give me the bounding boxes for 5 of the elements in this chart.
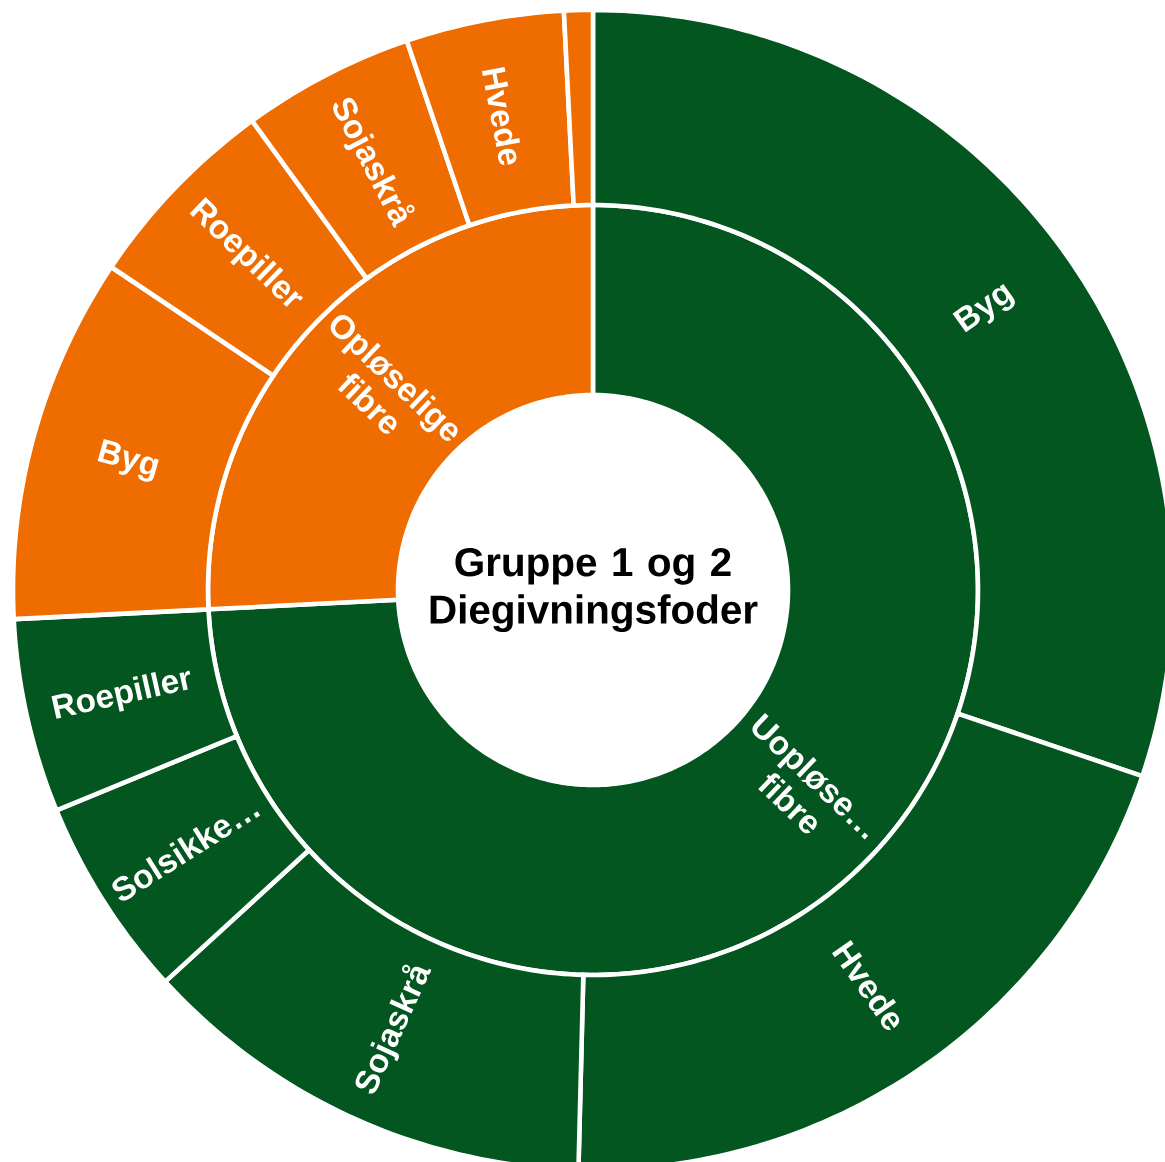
slice-label: Byg	[952, 283, 1015, 333]
text: Gruppe 1 og 2 Diegivningsfoder	[430, 547, 758, 633]
slice-label: Roepiller	[51, 670, 191, 719]
slice-label: Hvede	[481, 66, 521, 166]
slice-label: Byg	[97, 438, 159, 482]
